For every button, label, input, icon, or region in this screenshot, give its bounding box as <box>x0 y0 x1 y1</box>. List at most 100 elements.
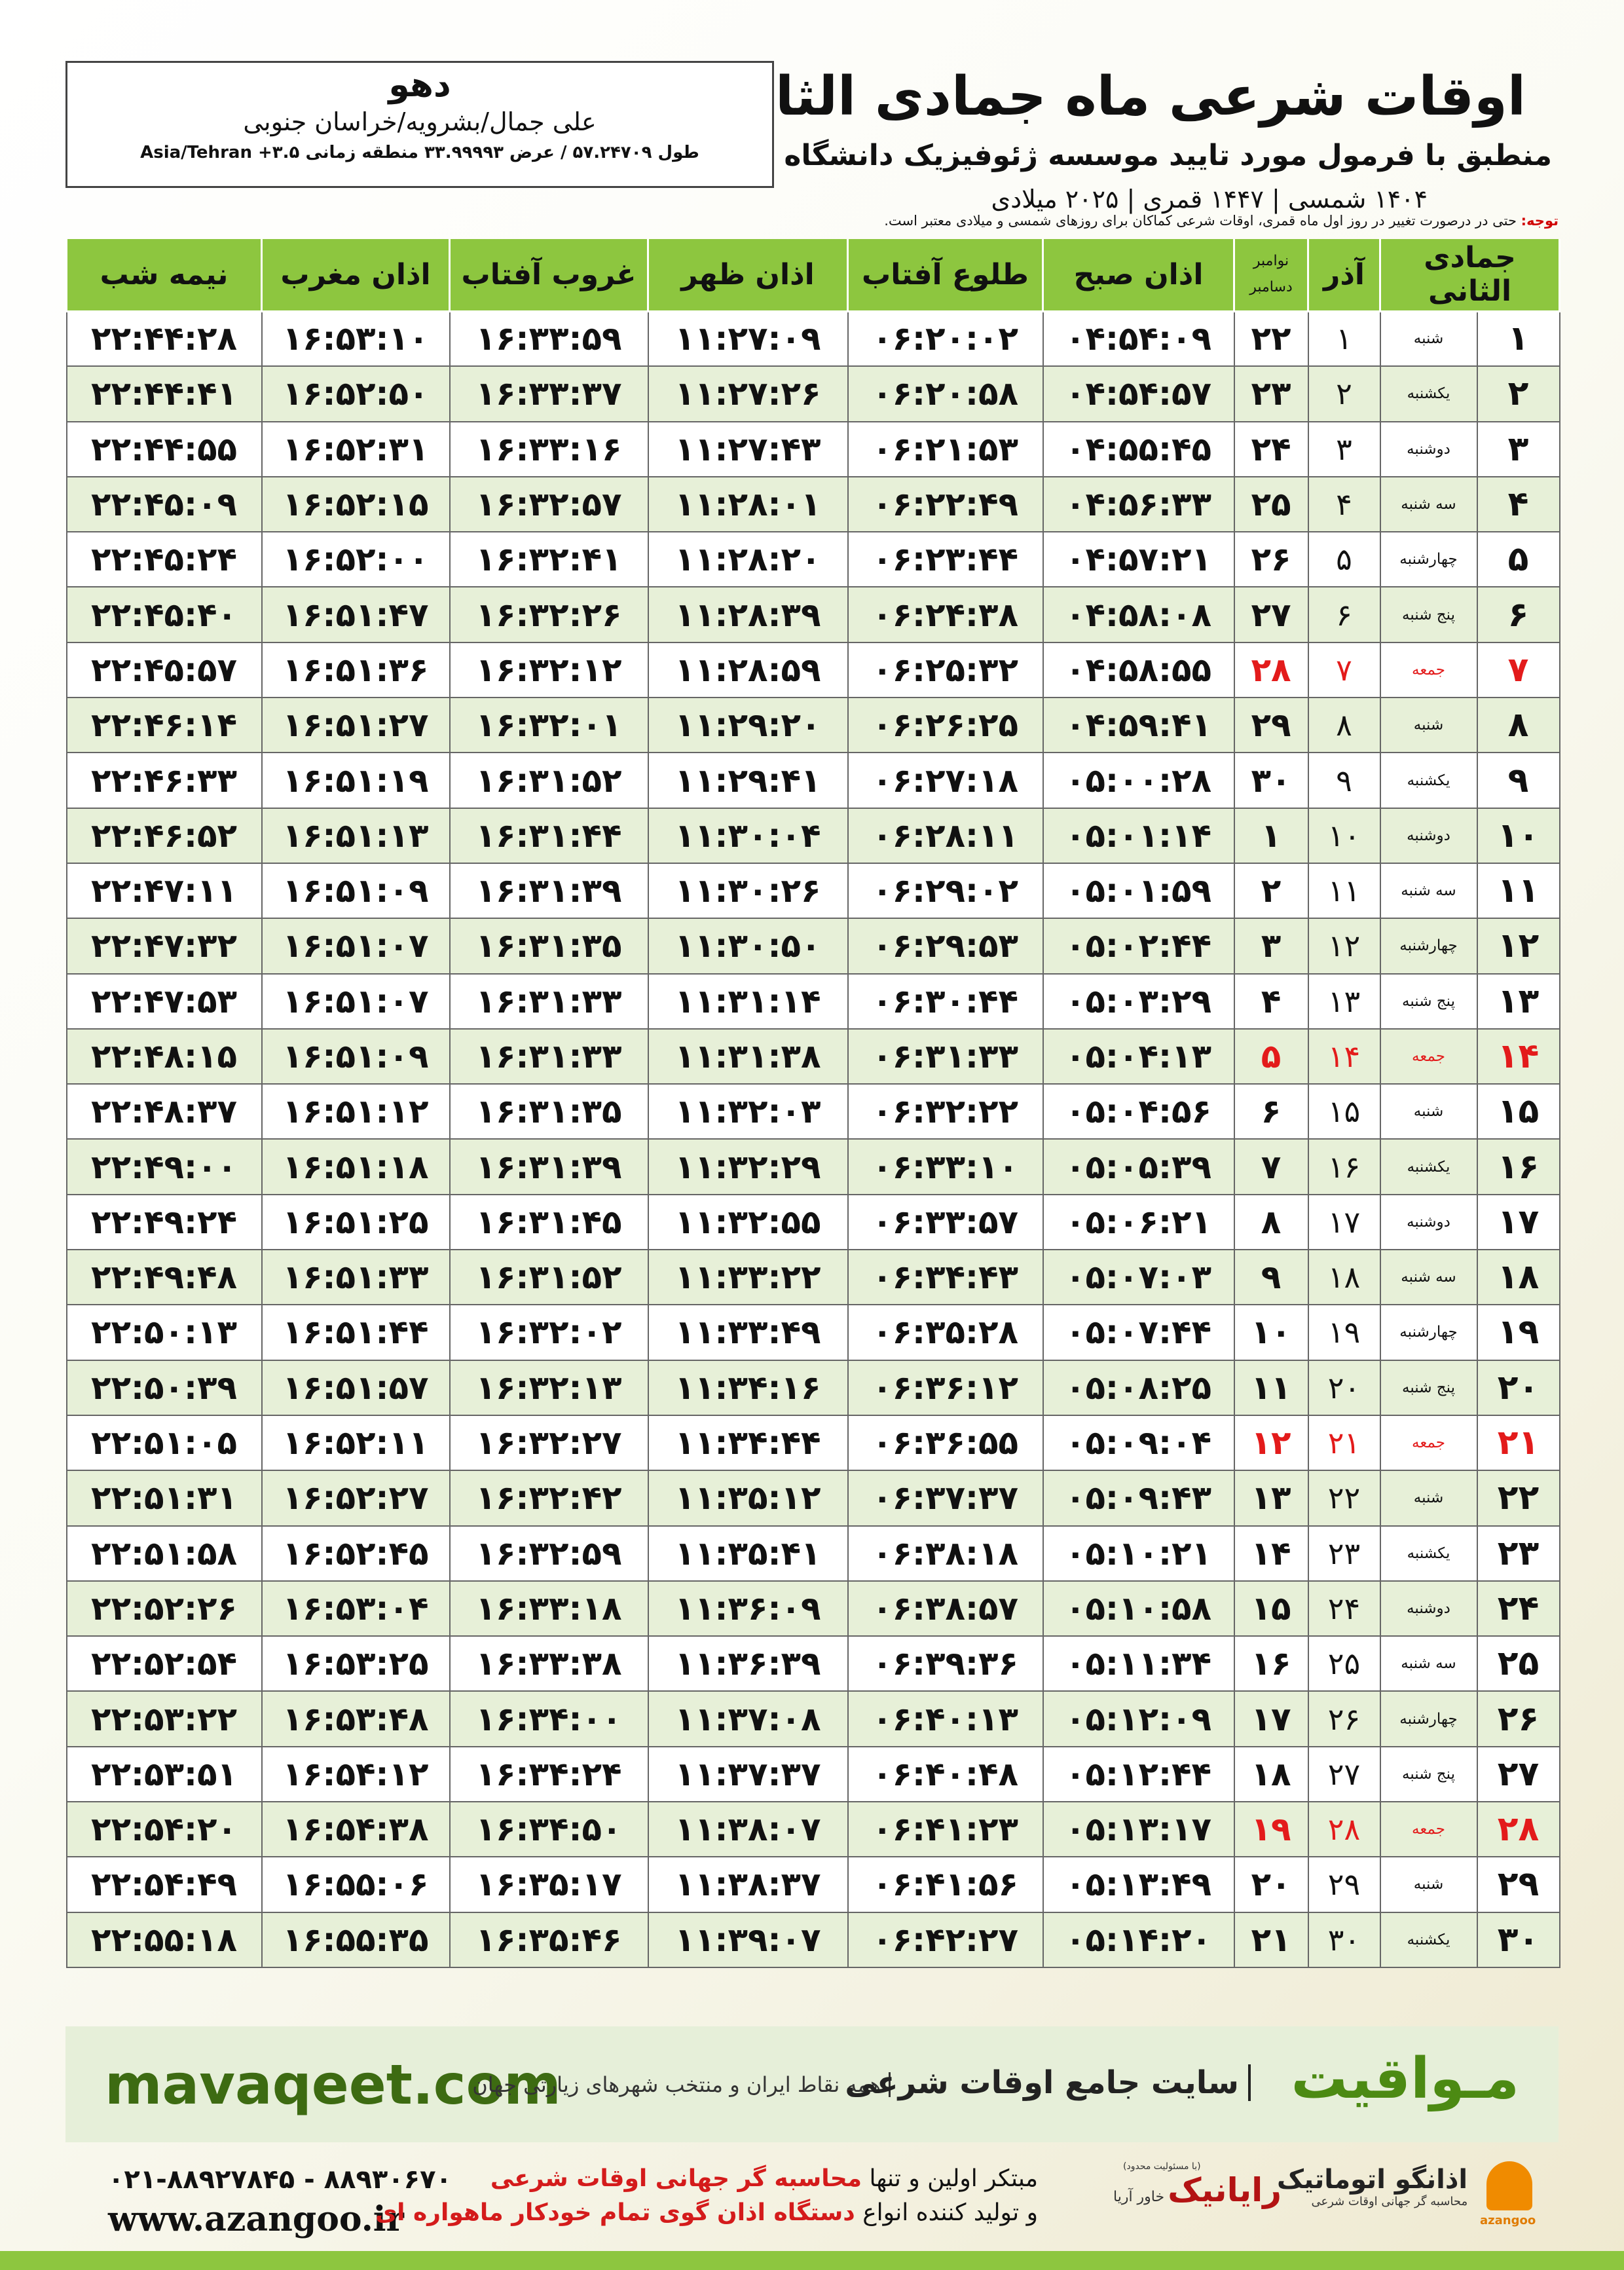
row: ۲۴ دوشنبه ۲۴ ۱۵ ۰۵:۱۰:۵۸ ۰۶:۳۸:۵۷ ۱۱:۳۶:۰۹ ۱۶:۳… <box>65 1580 1560 1637</box>
time-cell: ۱۶:۵۲:۱۵ <box>261 475 451 533</box>
row: ۱ شنبه ۱ ۲۲ ۰۴:۵۴:۰۹ ۰۶:۲۰:۰۲ ۱۱:۲۷:۰۹ ۱۶:۳۳:۵۹… <box>65 310 1560 367</box>
logo-sub: خاور آریا <box>1113 2189 1165 2205</box>
day-cell: شنبه <box>1379 1083 1478 1140</box>
day-cell: ۲۴ <box>1476 1580 1560 1637</box>
location-coords: طول ۵۷.۲۴۷۰۹ / عرض ۳۳.۹۹۹۹۳ منطقه زمانی … <box>140 143 699 162</box>
time-cell: ۰۶:۲۵:۳۲ <box>847 641 1044 699</box>
time-cell: ۰۶:۳۳:۱۰ <box>847 1138 1044 1195</box>
day-cell: ۲۳ <box>1307 1525 1381 1582</box>
day-cell: ۲۹ <box>1233 697 1309 754</box>
time-cell: ۱۱:۲۸:۲۰ <box>647 531 849 588</box>
time-cell: ۱۶:۵۱:۳۶ <box>261 641 451 699</box>
day-cell: ۱۵ <box>1476 1083 1560 1140</box>
day-cell: ۱۶ <box>1307 1138 1381 1195</box>
time-cell: ۰۵:۰۳:۲۹ <box>1042 973 1235 1030</box>
day-cell: ۱ <box>1307 310 1381 367</box>
slogan: سایت جامع اوقات شرعی <box>845 2064 1251 2101</box>
time-cell: ۰۶:۴۱:۲۳ <box>847 1801 1044 1858</box>
time-cell: ۰۵:۱۰:۵۸ <box>1042 1580 1235 1637</box>
day-cell: ۱۰ <box>1233 1304 1309 1361</box>
time-cell: ۱۶:۵۱:۰۹ <box>261 862 451 920</box>
day-cell: پنج شنبه <box>1379 1359 1478 1416</box>
time-cell: ۰۵:۰۲:۴۴ <box>1042 918 1235 975</box>
row: ۲۵ سه شنبه ۲۵ ۱۶ ۰۵:۱۱:۳۴ ۰۶:۳۹:۳۶ ۱۱:۳۶:۳۹ ۱۶:… <box>65 1635 1560 1692</box>
url[interactable]: www.azangoo.ir <box>108 2199 404 2239</box>
time-cell: ۱۶:۵۱:۱۲ <box>261 1083 451 1140</box>
time-cell: ۱۶:۳۱:۵۲ <box>449 1249 649 1306</box>
day-cell: دوشنبه <box>1379 1193 1478 1251</box>
time-cell: ۱۱:۳۸:۰۷ <box>647 1801 849 1858</box>
day-cell: پنج شنبه <box>1379 973 1478 1030</box>
day-cell: ۲۷ <box>1476 1745 1560 1803</box>
row: ۲۸ جمعه ۲۸ ۱۹ ۰۵:۱۳:۱۷ ۰۶:۴۱:۲۳ ۱۱:۳۸:۰۷ ۱۶:۳۴:… <box>65 1801 1560 1858</box>
day-cell: ۱۸ <box>1476 1249 1560 1306</box>
time-cell: ۲۲:۴۹:۴۸ <box>65 1249 263 1306</box>
time-cell: ۲۲:۴۶:۱۴ <box>65 697 263 754</box>
day-cell: ۴ <box>1233 973 1309 1030</box>
column-header: جمادی الثانی <box>1378 239 1561 312</box>
day-cell: ۷ <box>1476 641 1560 699</box>
day-cell: ۲۵ <box>1307 1635 1381 1692</box>
day-cell: ۲۸ <box>1476 1801 1560 1858</box>
time-cell: ۱۶:۵۱:۰۷ <box>261 918 451 975</box>
time-cell: ۰۶:۲۱:۵۳ <box>847 420 1044 477</box>
time-cell: ۰۶:۲۳:۴۴ <box>847 531 1044 588</box>
time-cell: ۱۱:۳۳:۴۹ <box>647 1304 849 1361</box>
time-cell: ۰۶:۳۸:۵۷ <box>847 1580 1044 1637</box>
day-cell: ۲ <box>1307 365 1381 422</box>
time-cell: ۰۶:۳۰:۴۴ <box>847 973 1044 1030</box>
row: ۲۶ چهارشنبه ۲۶ ۱۷ ۰۵:۱۲:۰۹ ۰۶:۴۰:۱۳ ۱۱:۳۷:۰۸ ۱۶… <box>65 1690 1560 1747</box>
row: ۴ سه شنبه ۴ ۲۵ ۰۴:۵۶:۳۳ ۰۶:۲۲:۴۹ ۱۱:۲۸:۰۱ ۱۶:۳۲… <box>65 475 1560 533</box>
column-header: طلوع آفتاب <box>847 239 1044 312</box>
column-header: اذان ظهر <box>647 239 849 312</box>
contact-line: و تولید کننده انواع دستگاه اذان گوی تمام… <box>375 2199 1038 2226</box>
time-cell: ۱۶:۳۱:۴۴ <box>449 807 649 864</box>
time-cell: ۱۱:۳۹:۰۷ <box>647 1911 849 1968</box>
row: ۲۱ جمعه ۲۱ ۱۲ ۰۵:۰۹:۰۴ ۰۶:۳۶:۵۵ ۱۱:۳۴:۴۴ ۱۶:۳۲:… <box>65 1414 1560 1472</box>
day-cell: ۳۰ <box>1233 752 1309 809</box>
time-cell: ۱۶:۵۱:۰۷ <box>261 973 451 1030</box>
time-cell: ۱۶:۵۲:۰۰ <box>261 531 451 588</box>
time-cell: ۱۱:۳۵:۱۲ <box>647 1470 849 1527</box>
time-cell: ۰۵:۱۳:۱۷ <box>1042 1801 1235 1858</box>
day-cell: ۱۲ <box>1307 918 1381 975</box>
time-cell: ۱۱:۳۱:۱۴ <box>647 973 849 1030</box>
day-cell: دوشنبه <box>1379 420 1478 477</box>
time-cell: ۱۱:۳۴:۴۴ <box>647 1414 849 1472</box>
time-cell: ۱۱:۲۷:۴۳ <box>647 420 849 477</box>
logo-text: رایانیک <box>1168 2171 1282 2209</box>
column-header: اذان مغرب <box>261 239 451 312</box>
time-cell: ۰۶:۴۰:۱۳ <box>847 1690 1044 1747</box>
site-url[interactable]: mavaqeet.com <box>105 2053 561 2117</box>
day-cell: ۲۷ <box>1307 1745 1381 1803</box>
row: ۷ جمعه ۷ ۲۸ ۰۴:۵۸:۵۵ ۰۶:۲۵:۳۲ ۱۱:۲۸:۵۹ ۱۶:۳۲:۱۲… <box>65 641 1560 699</box>
logo-latin: azangoo <box>1480 2214 1536 2227</box>
bottom-bar <box>0 2251 1624 2270</box>
day-cell: ۲ <box>1476 365 1560 422</box>
time-cell: ۲۲:۴۶:۳۳ <box>65 752 263 809</box>
time-cell: ۱۱:۲۸:۰۱ <box>647 475 849 533</box>
time-cell: ۱۶:۵۲:۳۱ <box>261 420 451 477</box>
column-header-part: دسامبر <box>1249 279 1293 296</box>
time-cell: ۰۴:۵۶:۳۳ <box>1042 475 1235 533</box>
day-cell: ۲۱ <box>1233 1911 1309 1968</box>
time-cell: ۰۶:۲۹:۵۳ <box>847 918 1044 975</box>
day-cell: شنبه <box>1379 1856 1478 1913</box>
time-cell: ۰۶:۳۴:۴۳ <box>847 1249 1044 1306</box>
day-cell: ۲۴ <box>1233 420 1309 477</box>
time-cell: ۱۶:۵۲:۱۱ <box>261 1414 451 1472</box>
time-cell: ۲۲:۵۱:۵۸ <box>65 1525 263 1582</box>
time-cell: ۱۱:۲۷:۲۶ <box>647 365 849 422</box>
row: ۲۳ یکشنبه ۲۳ ۱۴ ۰۵:۱۰:۲۱ ۰۶:۳۸:۱۸ ۱۱:۳۵:۴۱ ۱۶:۳… <box>65 1525 1560 1582</box>
day-cell: جمعه <box>1379 1801 1478 1858</box>
coverage: همه نقاط ایران و منتخب شهرهای زیارتی جها… <box>472 2072 891 2097</box>
row: ۱۶ یکشنبه ۱۶ ۷ ۰۵:۰۵:۳۹ ۰۶:۳۳:۱۰ ۱۱:۳۲:۲۹ ۱۶:۳۱… <box>65 1138 1560 1195</box>
time-cell: ۲۲:۵۴:۴۹ <box>65 1856 263 1913</box>
day-cell: ۲۲ <box>1307 1470 1381 1527</box>
time-cell: ۱۱:۳۴:۱۶ <box>647 1359 849 1416</box>
day-cell: ۲۶ <box>1233 531 1309 588</box>
banner: mavaqeet.com همه نقاط ایران و منتخب شهره… <box>65 2026 1559 2142</box>
time-cell: ۱۶:۳۱:۳۳ <box>449 1028 649 1085</box>
time-cell: ۰۶:۳۶:۵۵ <box>847 1414 1044 1472</box>
day-cell: چهارشنبه <box>1379 531 1478 588</box>
